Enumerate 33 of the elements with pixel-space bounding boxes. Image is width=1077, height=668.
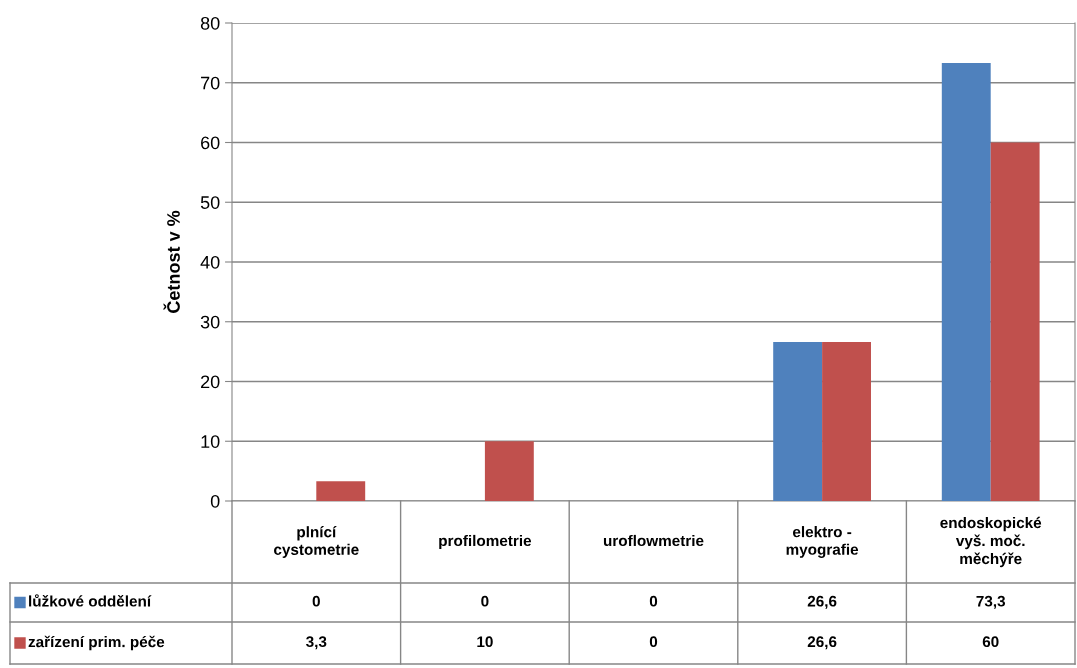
x-tick-label: elektro - myografie <box>786 526 859 558</box>
data-label: 0 <box>649 595 658 607</box>
data-label: 10 <box>477 636 493 648</box>
legend-label: lůžkové oddělení <box>29 594 152 607</box>
x-tick-label: uroflowmetrie <box>603 534 704 547</box>
y-tick-label: 20 <box>201 375 220 389</box>
bar <box>773 342 823 501</box>
data-label: 0 <box>312 595 320 607</box>
y-tick-label: 50 <box>200 196 220 209</box>
x-tick-label: plnící cystometrie <box>274 526 359 558</box>
legend-label: zařízení prim. péče <box>28 635 165 651</box>
y-tick-label: 40 <box>200 255 220 269</box>
y-tick-label: 30 <box>200 315 220 329</box>
data-label: 60 <box>982 636 999 648</box>
bar <box>822 342 871 501</box>
bar <box>316 481 366 501</box>
x-tick-label: endoskopické vyš. moč. měchýře <box>940 516 1042 568</box>
data-label: 3,3 <box>306 636 327 650</box>
y-axis-title: Četnost v % <box>163 210 180 313</box>
y-tick-label: 80 <box>200 16 220 30</box>
data-label: 0 <box>481 595 489 607</box>
y-tick-label: 0 <box>210 494 220 508</box>
y-tick-label: 10 <box>201 435 220 448</box>
data-label: 73,3 <box>976 595 1006 609</box>
bar <box>990 142 1040 501</box>
data-label: 26,6 <box>807 595 837 609</box>
data-label: 0 <box>649 636 658 648</box>
y-tick-label: 70 <box>201 76 220 90</box>
bar <box>941 63 991 501</box>
y-tick-label: 60 <box>201 136 220 150</box>
bar <box>484 441 534 501</box>
x-tick-label: profilometrie <box>439 534 532 550</box>
data-label: 26,6 <box>807 636 837 650</box>
